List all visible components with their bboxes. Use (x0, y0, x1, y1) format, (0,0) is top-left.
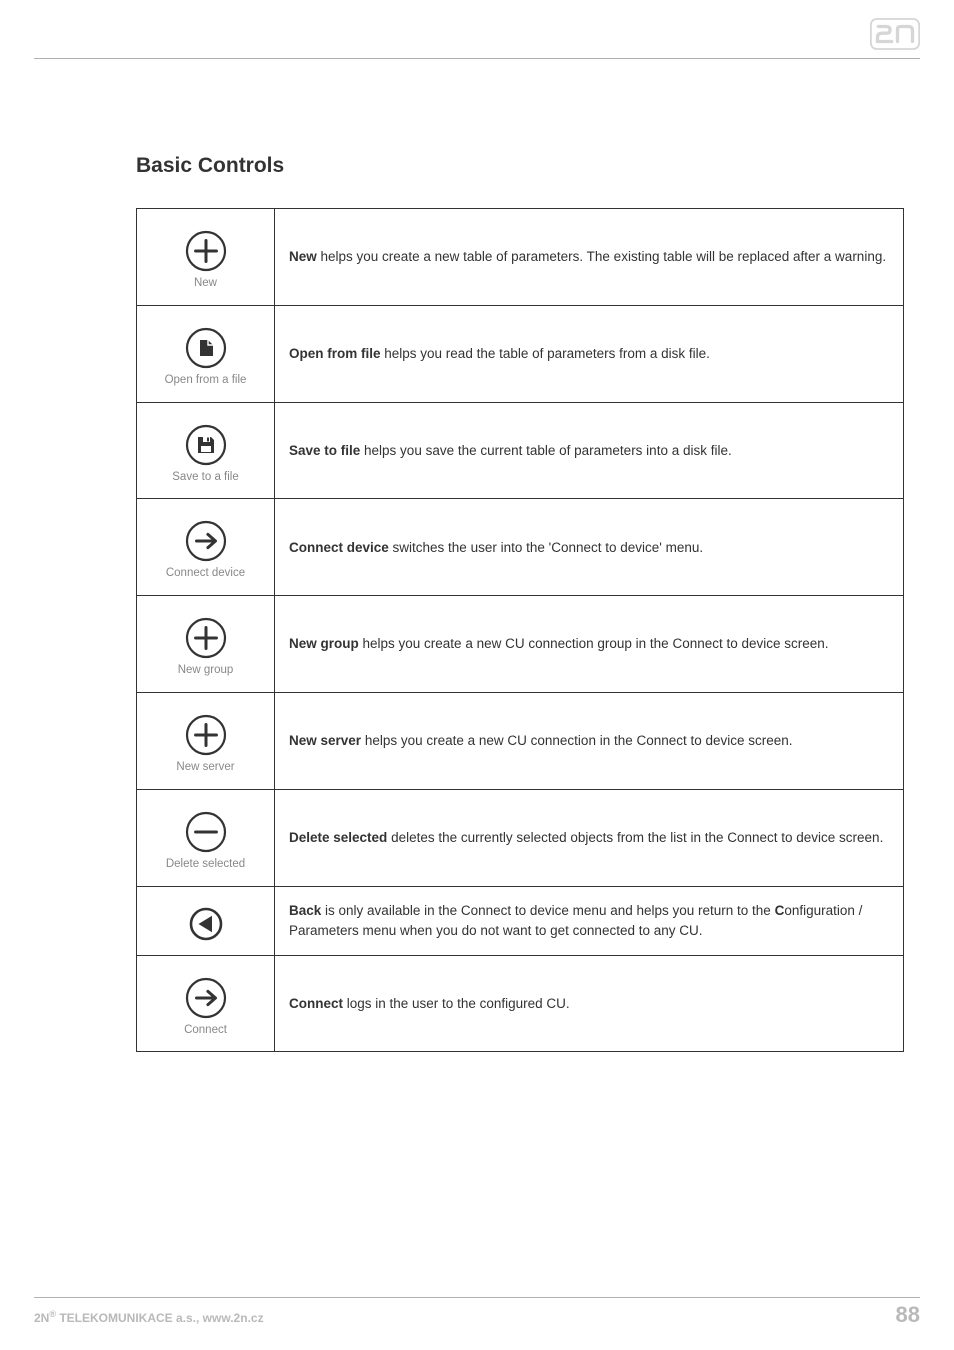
bold-term: Save to file (289, 443, 360, 458)
bold-term: New (289, 249, 317, 264)
control-description: New helps you create a new table of para… (275, 209, 904, 306)
control-description: Back is only available in the Connect to… (275, 886, 904, 955)
table-row: Delete selectedDelete selected deletes t… (137, 789, 904, 886)
table-row: ConnectConnect logs in the user to the c… (137, 955, 904, 1052)
control-description: New server helps you create a new CU con… (275, 692, 904, 789)
plus-circle-icon (184, 713, 228, 757)
table-row: Save to a file Save to file helps you sav… (137, 402, 904, 499)
control-description: Save to file helps you save the current … (275, 402, 904, 499)
table-row: New serverNew server helps you create a … (137, 692, 904, 789)
control-icon-cell: Connect device (137, 499, 275, 596)
footer-company: 2N® TELEKOMUNIKACE a.s., www.2n.cz (34, 1309, 264, 1325)
desc-text: switches the user into the 'Connect to d… (389, 540, 703, 555)
desc-text: helps you create a new CU connection in … (361, 733, 793, 748)
control-icon-label: New group (178, 664, 234, 678)
desc-text: helps you read the table of parameters f… (381, 346, 710, 361)
page-footer: 2N® TELEKOMUNIKACE a.s., www.2n.cz 88 (34, 1302, 920, 1328)
table-row: Connect deviceConnect device switches th… (137, 499, 904, 596)
control-icon-cell: Connect (137, 955, 275, 1052)
footer-text: ® (49, 1309, 56, 1319)
plus-circle-icon (184, 616, 228, 660)
footer-divider (34, 1297, 920, 1298)
desc-text: helps you create a new CU connection gro… (359, 636, 829, 651)
control-description: Delete selected deletes the currently se… (275, 789, 904, 886)
table-row: Open from a file Open from file helps you… (137, 305, 904, 402)
control-icon-cell: New server (137, 692, 275, 789)
control-icon-cell: New group (137, 596, 275, 693)
bold-term: New server (289, 733, 361, 748)
bold-term: New group (289, 636, 359, 651)
control-icon-label: Save to a file (172, 471, 238, 485)
desc-text: logs in the user to the configured CU. (343, 996, 570, 1011)
bold-term: Connect device (289, 540, 389, 555)
arrow-right-circle-icon (184, 976, 228, 1020)
control-icon-label: Open from a file (165, 374, 247, 388)
control-description: Open from file helps you read the table … (275, 305, 904, 402)
desc-text: helps you create a new table of paramete… (317, 249, 886, 264)
table-row: Back is only available in the Connect to… (137, 886, 904, 955)
page-number: 88 (896, 1302, 920, 1328)
control-icon-cell: New (137, 209, 275, 306)
desc-text: deletes the currently selected objects f… (387, 830, 883, 845)
controls-table: NewNew helps you create a new table of p… (136, 208, 904, 1052)
control-description: New group helps you create a new CU conn… (275, 596, 904, 693)
control-icon-cell (137, 886, 275, 955)
control-description: Connect logs in the user to the configur… (275, 955, 904, 1052)
control-icon-label: New server (176, 761, 234, 775)
bold-term: Connect (289, 996, 343, 1011)
table-row: NewNew helps you create a new table of p… (137, 209, 904, 306)
section-heading: Basic Controls (136, 154, 904, 178)
control-icon-cell: Save to a file (137, 402, 275, 499)
control-icon-label: Delete selected (166, 858, 245, 872)
arrow-right-circle-icon (184, 519, 228, 563)
brand-logo (870, 18, 920, 50)
file-open-icon (184, 326, 228, 370)
control-icon-cell: Open from a file (137, 305, 275, 402)
bold-term: Delete selected (289, 830, 387, 845)
plus-circle-icon (184, 229, 228, 273)
desc-text: is only available in the Connect to devi… (321, 903, 774, 918)
arrow-left-circle-filled-icon (189, 907, 223, 941)
control-icon-label: New (194, 277, 217, 291)
bold-term: Back (289, 903, 321, 918)
control-icon-cell: Delete selected (137, 789, 275, 886)
footer-text: TELEKOMUNIKACE a.s., www.2n.cz (56, 1311, 264, 1325)
floppy-circle-icon (184, 423, 228, 467)
control-description: Connect device switches the user into th… (275, 499, 904, 596)
bold-term: C (775, 903, 785, 918)
bold-term: Open from file (289, 346, 381, 361)
table-row: New groupNew group helps you create a ne… (137, 596, 904, 693)
control-icon-label: Connect (184, 1024, 227, 1038)
minus-circle-icon (184, 810, 228, 854)
desc-text: helps you save the current table of para… (360, 443, 731, 458)
control-icon-label: Connect device (166, 567, 245, 581)
header-divider (34, 58, 920, 59)
footer-text: 2N (34, 1311, 49, 1325)
